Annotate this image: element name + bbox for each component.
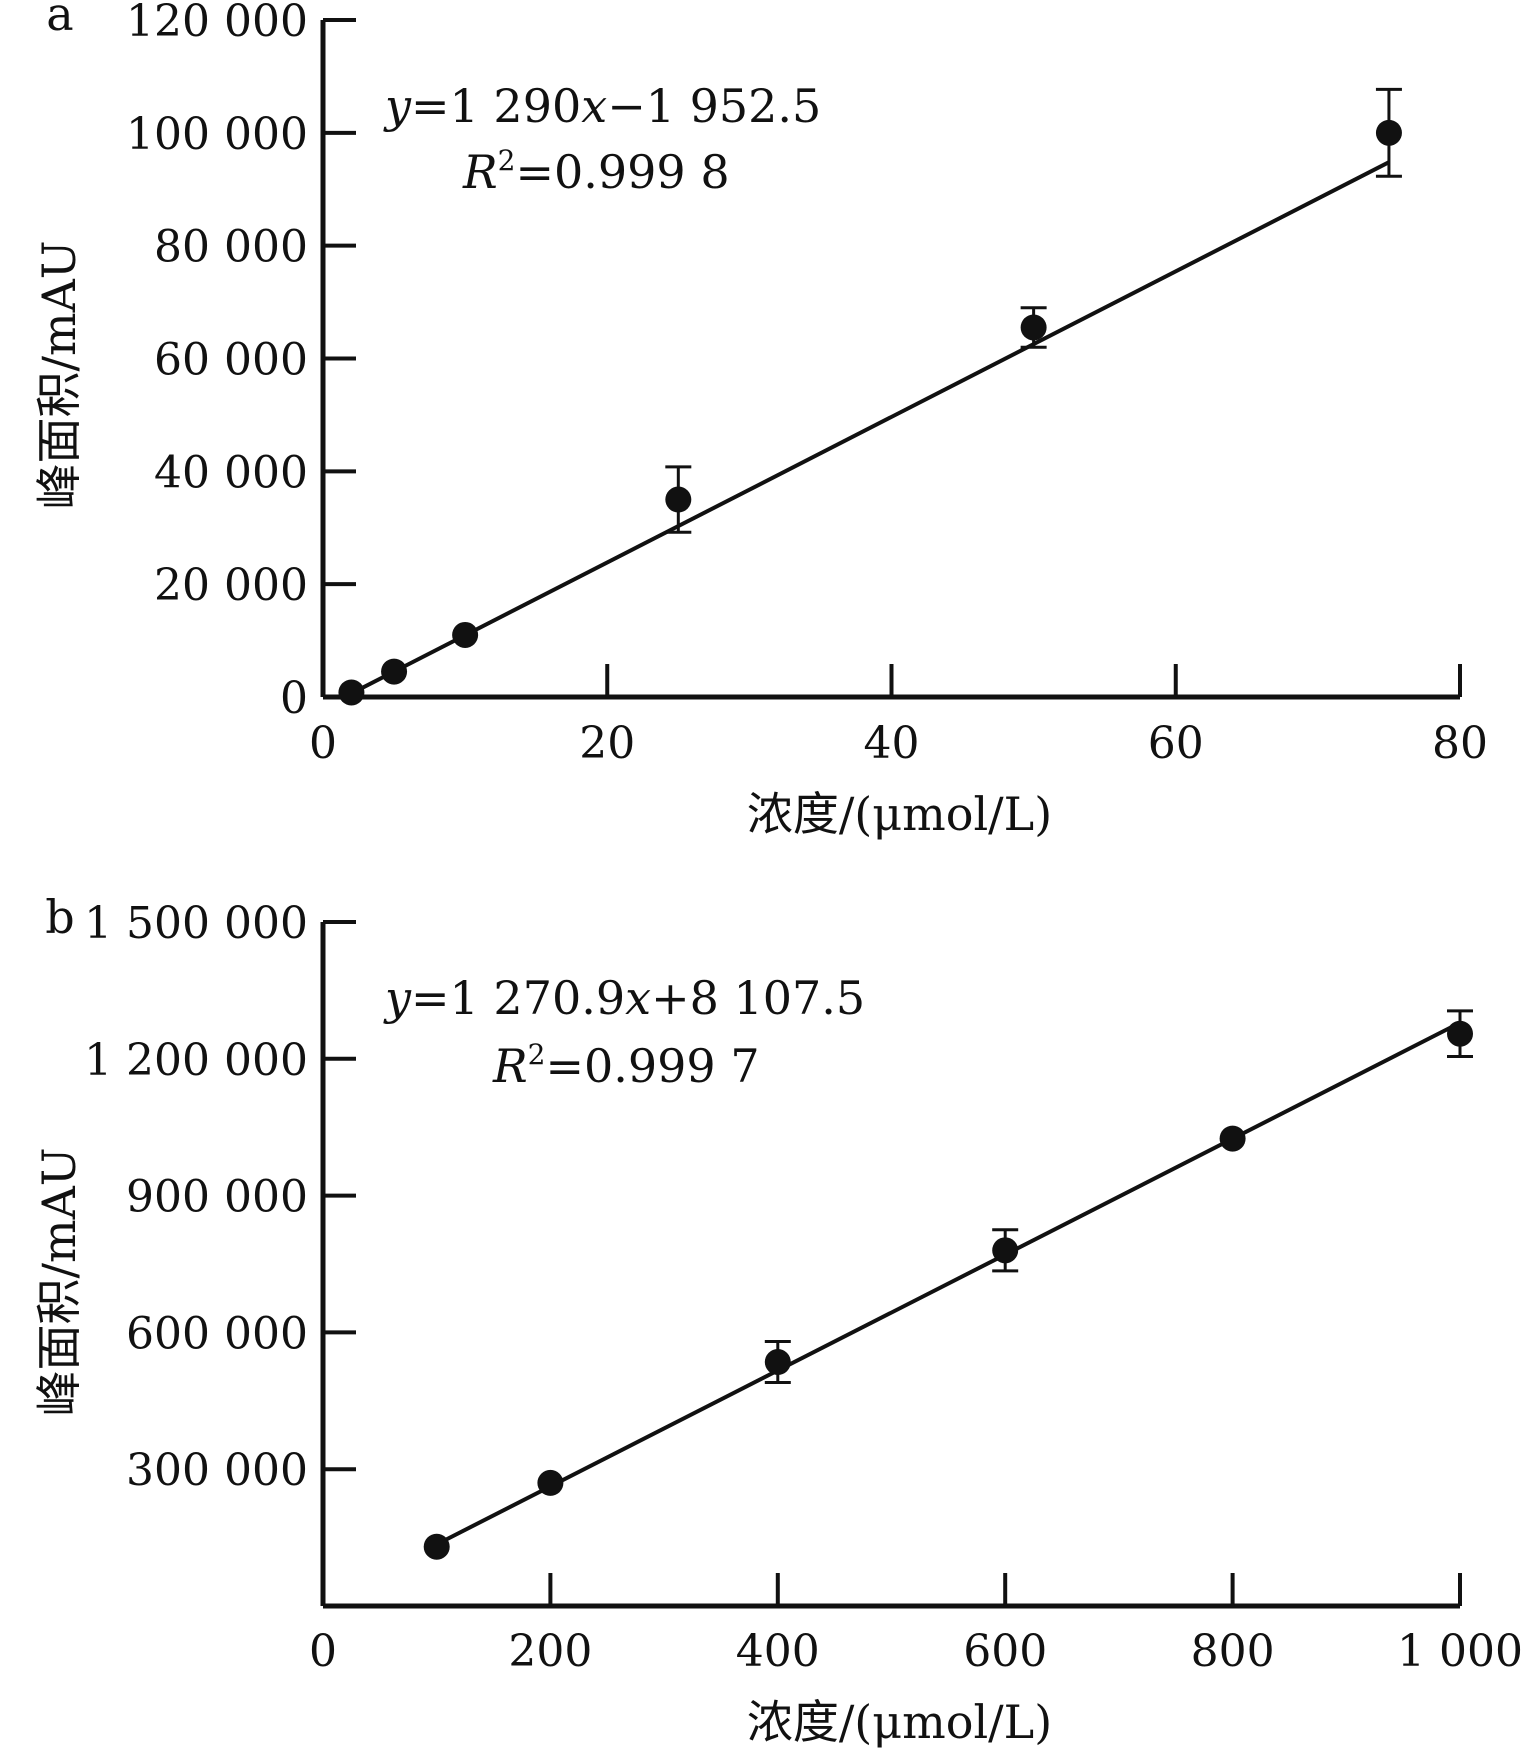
x-axis-title: 浓度/(μmol/L) — [747, 1695, 1052, 1749]
data-point — [1375, 119, 1402, 146]
y-tick-label: 0 — [280, 673, 308, 724]
x-tick-label: 200 — [508, 1626, 592, 1677]
r-squared-value: =0.999 8 — [515, 145, 729, 199]
x-tick-label: 0 — [309, 1626, 337, 1677]
x-tick-label: 60 — [1148, 718, 1204, 769]
x-tick-label: 0 — [309, 718, 337, 769]
y-tick-label: 20 000 — [154, 560, 308, 611]
y-tick-label: 120 000 — [126, 0, 308, 47]
r-squared-exponent: 2 — [498, 144, 516, 177]
x-tick-label: 400 — [736, 1626, 820, 1677]
y-tick-label: 1 200 000 — [84, 1035, 308, 1086]
data-point — [665, 486, 692, 513]
data-point — [381, 658, 408, 685]
equation-constant: −1 952.5 — [607, 79, 821, 133]
r-squared-exponent: 2 — [528, 1038, 546, 1071]
r-squared-value: =0.999 7 — [545, 1039, 759, 1093]
data-point — [1447, 1020, 1473, 1047]
x-axis-title: 浓度/(μmol/L) — [747, 787, 1052, 841]
panel-label: a — [46, 0, 73, 41]
regression-line — [435, 1020, 1461, 1547]
y-tick-label: 100 000 — [126, 109, 308, 160]
equation-coefficient: =1 270.9 — [411, 971, 625, 1025]
fit-equation: y=1 270.9x+8 107.5 — [383, 971, 865, 1025]
x-tick-label: 20 — [579, 718, 635, 769]
y-tick-label: 60 000 — [154, 335, 308, 386]
x-tick-label: 80 — [1432, 718, 1488, 769]
equation-coefficient: =1 290 — [411, 79, 581, 133]
y-tick-label: 1 500 000 — [84, 898, 308, 949]
y-axis-title: 峰面积/mAU — [32, 240, 86, 509]
data-point — [423, 1533, 450, 1560]
x-tick-label: 800 — [1191, 1626, 1275, 1677]
y-tick-label: 40 000 — [154, 447, 308, 498]
data-point — [338, 679, 365, 706]
y-tick-label: 300 000 — [126, 1445, 308, 1496]
equation-y-var: y — [383, 971, 412, 1025]
equation-x-var: x — [581, 79, 607, 133]
data-point — [764, 1349, 791, 1376]
chart-b: b 300 000 600 000 900 000 1 200 000 1 500 000… — [32, 890, 1523, 1749]
r-squared: R2=0.999 7 — [492, 1038, 760, 1093]
r-squared-var: R — [462, 145, 498, 199]
equation-x-var: x — [625, 971, 651, 1025]
x-tick-label: 1 000 — [1397, 1626, 1523, 1677]
data-point — [1020, 314, 1047, 341]
data-point — [452, 621, 479, 648]
data-point — [992, 1237, 1019, 1264]
y-tick-label: 600 000 — [126, 1308, 308, 1359]
equation-y-var: y — [383, 79, 412, 133]
panel-label: b — [45, 890, 74, 944]
regression-line — [350, 160, 1390, 696]
x-tick-label: 600 — [963, 1626, 1047, 1677]
y-axis-title: 峰面积/mAU — [32, 1147, 86, 1416]
r-squared: R2=0.999 8 — [462, 144, 730, 199]
r-squared-var: R — [492, 1039, 528, 1093]
fit-equation: y=1 290x−1 952.5 — [383, 79, 821, 133]
chart-a: a 0 20 000 40 000 60 000 80 000 100 000 120 000… — [32, 0, 1488, 841]
y-tick-label: 80 000 — [154, 222, 308, 273]
equation-constant: +8 107.5 — [651, 971, 865, 1025]
data-point — [1219, 1125, 1246, 1152]
x-tick-label: 40 — [864, 718, 920, 769]
data-point — [537, 1469, 564, 1496]
y-tick-label: 900 000 — [126, 1172, 308, 1223]
